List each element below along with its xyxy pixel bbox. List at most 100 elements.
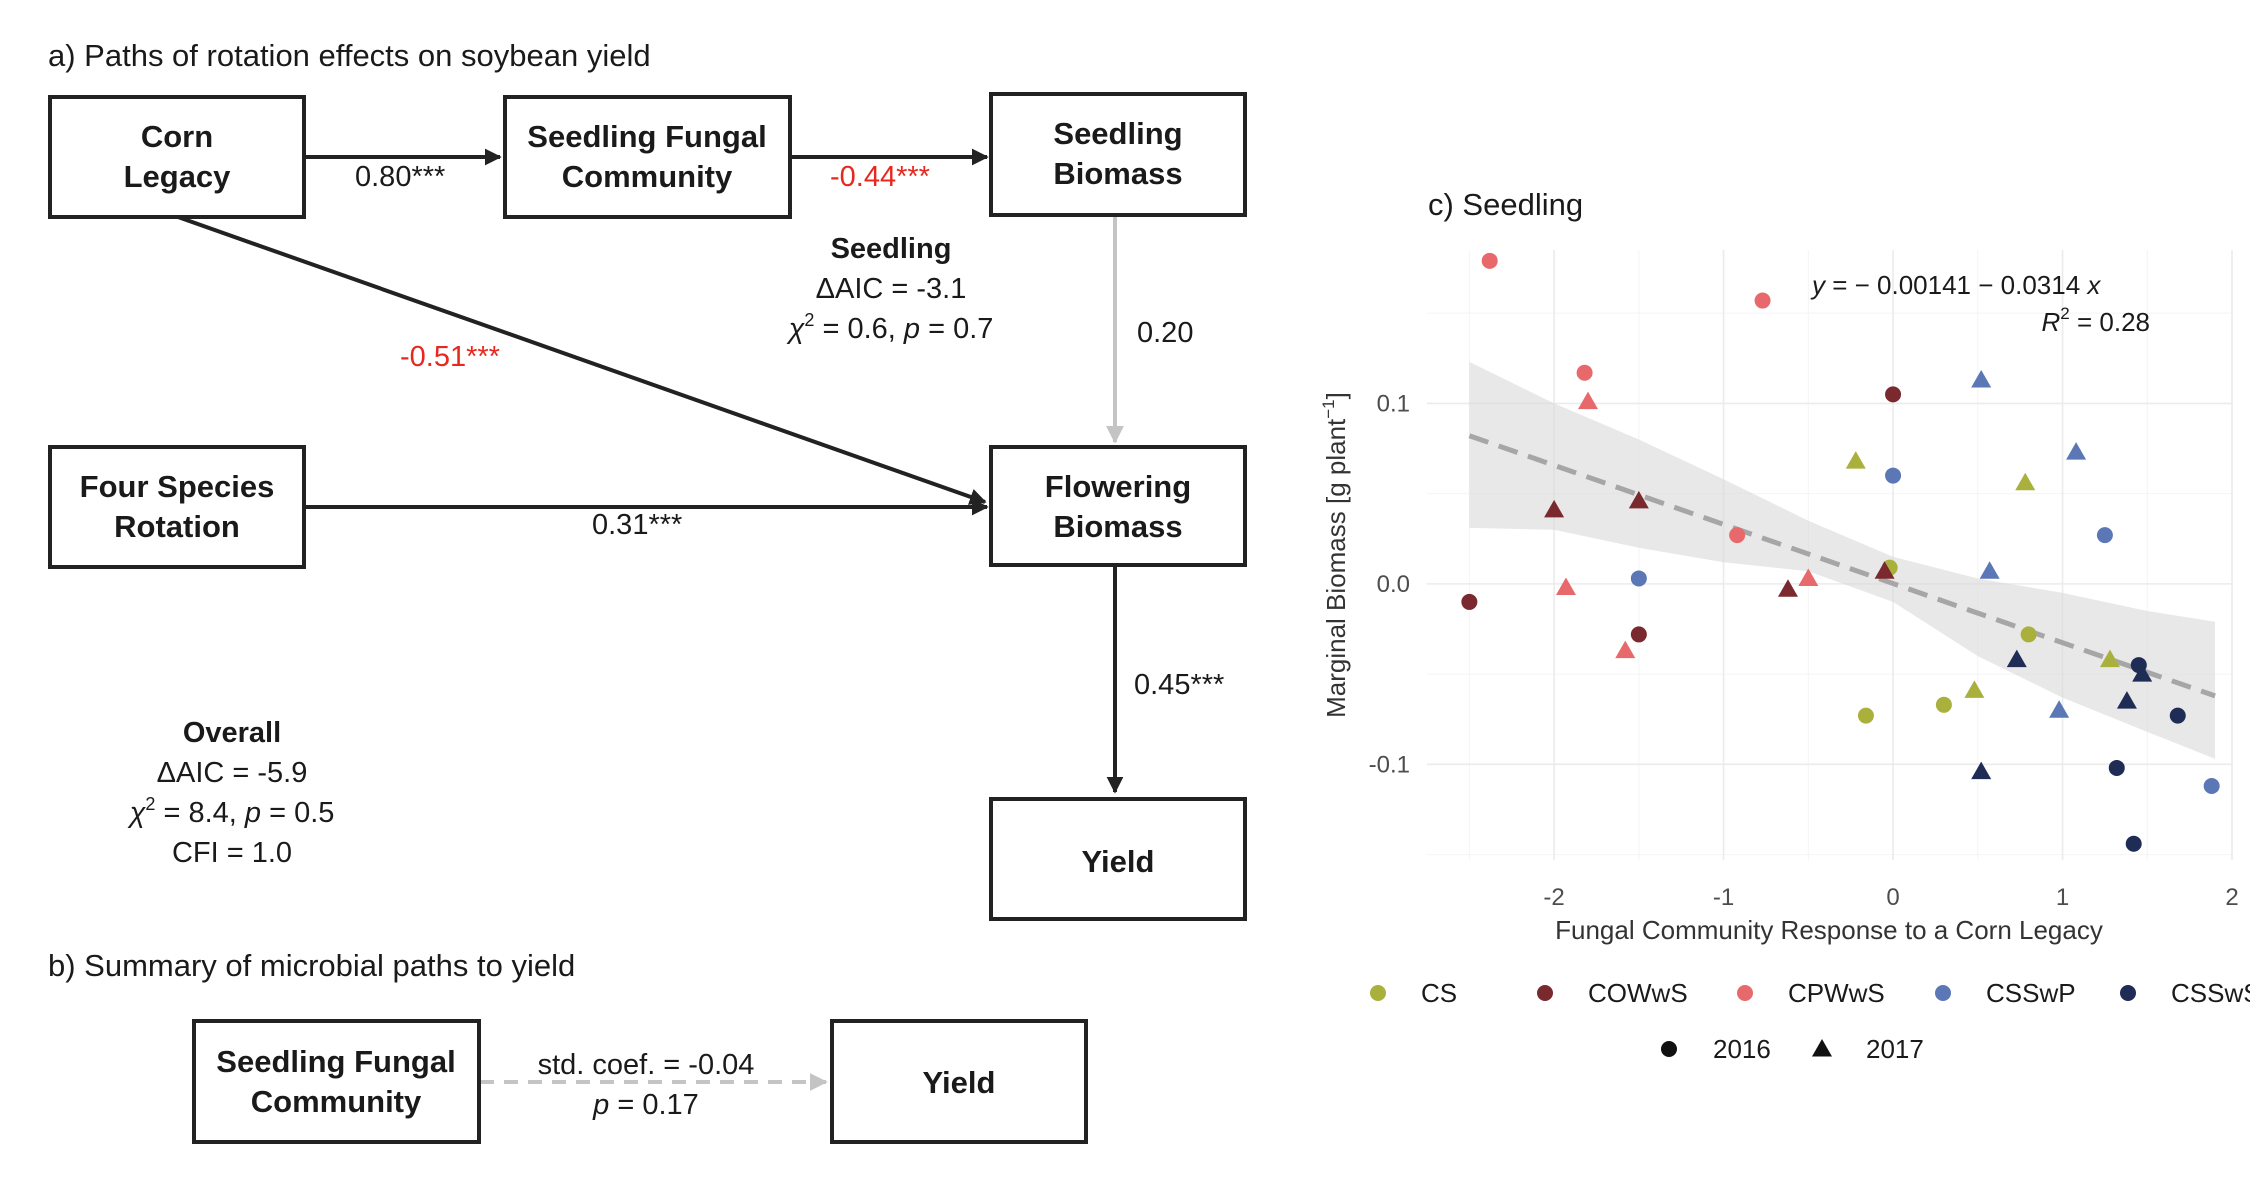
legend-label: 2017 <box>1866 1034 1924 1064</box>
data-point-triangle <box>1615 640 1636 659</box>
data-point-triangle <box>2006 649 2027 668</box>
data-point-circle <box>1630 626 1647 643</box>
coef-seedling-to-flowering: 0.20 <box>1137 317 1193 349</box>
y-axis-title-sup: −1 <box>1319 399 1338 418</box>
y-tick-label: -0.1 <box>1369 751 1410 778</box>
stats-heading: Seedling <box>831 233 952 265</box>
legend-label: CSSwSf <box>2171 978 2250 1008</box>
data-point-triangle <box>1964 680 1985 698</box>
box-label: Rotation <box>114 509 240 544</box>
panel-c: c) Seedling -2 -1 0 1 2 -0.1 0.0 0.1 y = − 0.00… <box>1319 187 2250 1064</box>
legend-key-cpwws <box>1737 985 1753 1001</box>
chi-superscript: 2 <box>804 310 814 330</box>
p-symbol: p <box>903 313 920 345</box>
x-tick-label: 0 <box>1886 884 1899 911</box>
box-flowering-biomass: Flowering Biomass <box>989 445 1247 567</box>
seedling-fit-stats: Seedling ΔAIC = -3.1 χ2 = 0.6, p = 0.7 <box>786 233 994 345</box>
x-tick-label: 1 <box>2056 884 2069 911</box>
legend-key-cowws <box>1537 985 1553 1001</box>
r2-r: R <box>2042 307 2061 337</box>
legend-label: CSSwP <box>1986 978 2076 1008</box>
y-axis-title-main: Marginal Biomass [g plant <box>1321 418 1351 718</box>
legend-label: CPWwS <box>1788 978 1885 1008</box>
stats-aic: ΔAIC = -3.1 <box>816 273 967 305</box>
x-tick-label: -1 <box>1713 884 1734 911</box>
panel-a: a) Paths of rotation effects on soybean … <box>48 38 1247 921</box>
box-label: Flowering <box>1045 469 1191 504</box>
stats-chi: χ2 = 8.4, p = 0.5 <box>127 794 335 829</box>
data-point-triangle <box>1798 568 1819 586</box>
x-tick-label: -2 <box>1543 884 1564 911</box>
data-point-triangle <box>1971 369 1992 388</box>
data-point-triangle <box>2116 691 2137 709</box>
data-point-circle <box>1630 570 1647 587</box>
regression-equation: y = − 0.00141 − 0.0314 x <box>1810 270 2101 300</box>
box-label: Yield <box>1082 844 1155 879</box>
data-point-circle <box>2203 778 2220 795</box>
box-b-seedling-fungal-community: Seedling Fungal Community <box>192 1019 481 1144</box>
box-label: Community <box>251 1084 422 1119</box>
coef-flowering-to-yield: 0.45*** <box>1134 669 1224 701</box>
data-point-triangle <box>2049 700 2070 718</box>
legend-label: COWwS <box>1588 978 1688 1008</box>
coef-four-to-flowering: 0.31*** <box>592 509 682 541</box>
legend-key-csswsf <box>2120 985 2136 1001</box>
box-seedling-fungal-community: Seedling Fungal Community <box>503 95 792 219</box>
eq-body: = − 0.00141 − 0.0314 <box>1825 270 2087 300</box>
p-value: = 0.7 <box>920 313 993 345</box>
box-label: Four Species <box>80 469 275 504</box>
data-point-triangle <box>2132 664 2153 682</box>
panel-c-title: c) Seedling <box>1428 187 1583 222</box>
stats-cfi: CFI = 1.0 <box>172 837 292 869</box>
p-value: = 0.5 <box>261 797 334 829</box>
box-yield: Yield <box>989 797 1247 921</box>
p-symbol: p <box>592 1089 609 1121</box>
data-point-circle <box>1481 252 1498 269</box>
y-tick-label: 0.0 <box>1377 571 1410 598</box>
data-point-triangle <box>2015 472 2036 491</box>
panel-a-title: a) Paths of rotation effects on soybean … <box>48 38 651 73</box>
overall-fit-stats: Overall ΔAIC = -5.9 χ2 = 8.4, p = 0.5 CF… <box>127 717 335 869</box>
data-point-circle <box>1857 707 1874 724</box>
panel-b-title: b) Summary of microbial paths to yield <box>48 948 575 983</box>
data-point-circle <box>2096 527 2113 544</box>
x-tick-label: 2 <box>2225 884 2238 911</box>
y-axis-title: Marginal Biomass [g plant−1] <box>1319 392 1351 718</box>
data-point-triangle <box>1555 577 1576 595</box>
box-label: Seedling Fungal <box>527 119 766 154</box>
stats-aic: ΔAIC = -5.9 <box>157 757 308 789</box>
data-point-circle <box>2125 835 2142 852</box>
y-tick-label: 0.1 <box>1377 390 1410 417</box>
data-point-circle <box>1461 593 1478 610</box>
box-seedling-biomass: Seedling Biomass <box>989 92 1247 217</box>
r-squared: R2 = 0.28 <box>2042 304 2150 337</box>
data-point-circle <box>2108 759 2125 776</box>
data-point-triangle <box>1845 451 1866 469</box>
coef-corn-to-fungal: 0.80*** <box>355 161 445 193</box>
box-label: Seedling <box>1053 116 1182 151</box>
box-label: Community <box>562 159 733 194</box>
data-point-circle <box>1729 527 1746 544</box>
coef-fungal-to-seedling: -0.44*** <box>830 161 930 193</box>
summary-coef: std. coef. = -0.04 <box>538 1049 755 1081</box>
data-point-circle <box>1885 467 1902 484</box>
legend-key-cs <box>1370 985 1386 1001</box>
data-point-triangle <box>1874 561 1895 579</box>
data-point-circle <box>1754 292 1771 309</box>
chi-superscript: 2 <box>145 794 155 814</box>
r2-sup: 2 <box>2060 304 2069 323</box>
legend-label: 2016 <box>1713 1034 1771 1064</box>
eq-x: x <box>2085 270 2101 300</box>
p-symbol: p <box>244 797 261 829</box>
data-point-triangle <box>2066 442 2087 460</box>
x-axis-title: Fungal Community Response to a Corn Lega… <box>1555 915 2103 945</box>
y-axis-title-end: ] <box>1321 392 1351 399</box>
data-points <box>1461 252 2220 852</box>
data-point-triangle <box>1628 490 1649 509</box>
legend-key-circle <box>1661 1041 1677 1057</box>
chi-value: = 0.6, <box>814 313 903 345</box>
legend-label: CS <box>1421 978 1457 1008</box>
stats-chi: χ2 = 0.6, p = 0.7 <box>786 310 994 345</box>
arrow-corn-to-flowering <box>177 215 987 505</box>
